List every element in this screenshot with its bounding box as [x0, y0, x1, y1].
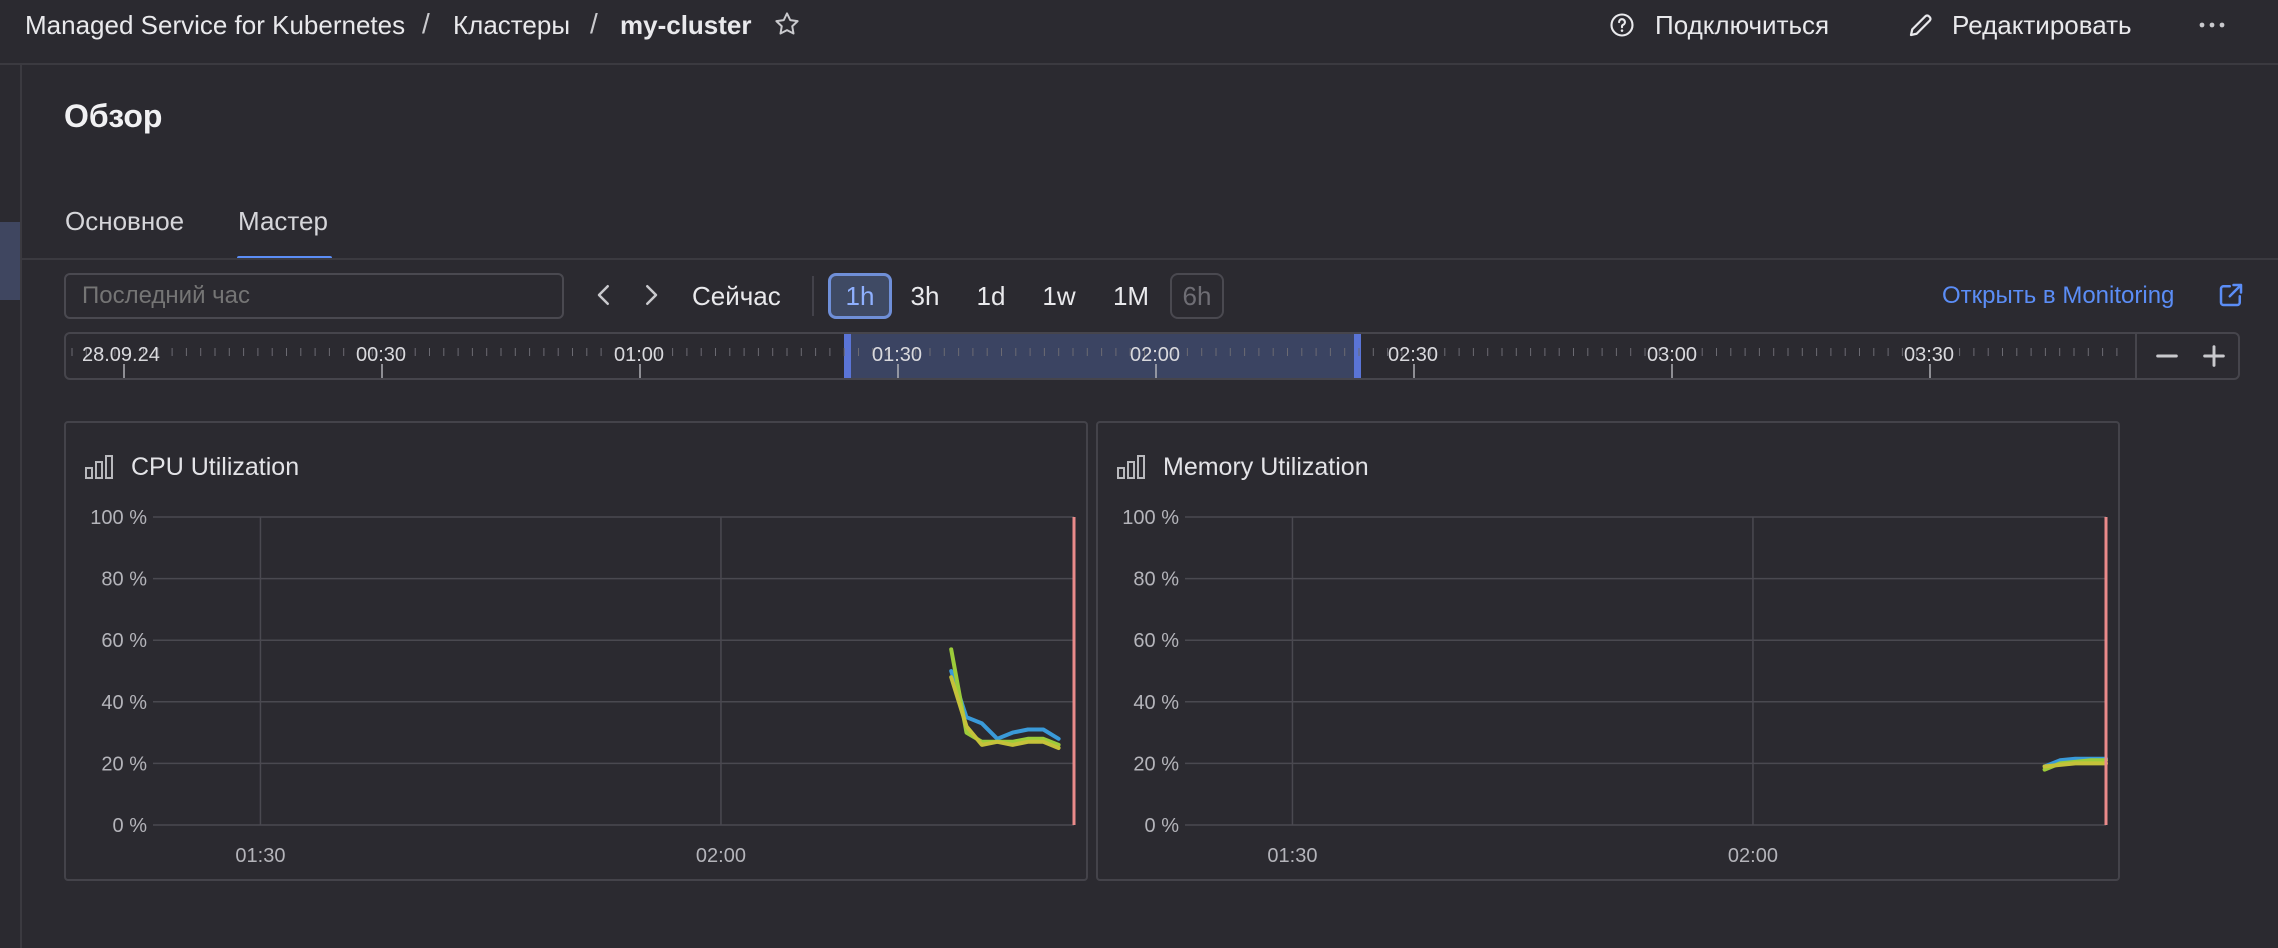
zoom-out-icon[interactable]	[2151, 340, 2183, 372]
left-rail	[0, 0, 22, 948]
y-tick-label: 80 %	[1133, 569, 1179, 591]
external-link-icon[interactable]	[2216, 280, 2246, 310]
zoom-in-icon[interactable]	[2198, 340, 2230, 372]
timeline-label: 00:30	[356, 344, 407, 366]
y-tick-label: 40 %	[101, 692, 147, 714]
memory-chart-title: Memory Utilization	[1163, 453, 1369, 481]
timeline-selection-handle-start[interactable]	[844, 334, 851, 378]
breadcrumb-service[interactable]: Managed Service for Kubernetes	[25, 10, 406, 40]
y-tick-label: 0 %	[1145, 815, 1180, 837]
timeline-strip[interactable]: 28.09.24 00:30 01:00 01:30 02:00 02:30 0…	[64, 332, 2240, 380]
x-tick-label: 01:30	[235, 845, 285, 867]
star-icon[interactable]	[772, 9, 802, 39]
toolbar-divider	[812, 276, 814, 316]
y-tick-label: 20 %	[101, 753, 147, 775]
timeline-label: 03:00	[1647, 344, 1698, 366]
x-tick-label: 02:00	[1728, 845, 1778, 867]
timeline-label: 03:30	[1904, 344, 1955, 366]
time-range-input[interactable]	[64, 273, 564, 319]
left-rail-active-marker[interactable]	[0, 222, 20, 300]
cpu-chart-plot[interactable]: 0 % 20 % 40 % 60 % 80 % 100 % 01:30 02:00	[66, 423, 1086, 879]
edit-button[interactable]: Редактировать	[1952, 10, 2132, 40]
timeline-selection-handle-end[interactable]	[1354, 334, 1361, 378]
y-tick-label: 60 %	[1133, 630, 1179, 652]
y-tick-label: 20 %	[1133, 753, 1179, 775]
x-tick-label: 01:30	[1267, 845, 1317, 867]
breadcrumb-current: my-cluster	[620, 10, 752, 40]
y-tick-label: 40 %	[1133, 692, 1179, 714]
timeline-label: 01:00	[614, 344, 665, 366]
bar-chart-icon	[1117, 455, 1145, 479]
zoom-1m-button[interactable]: 1M	[1112, 281, 1150, 311]
pencil-icon	[1909, 14, 1932, 37]
x-tick-label: 02:00	[696, 845, 746, 867]
breadcrumb-clusters[interactable]: Кластеры	[453, 10, 570, 40]
tab-basic[interactable]: Основное	[65, 206, 185, 236]
timeline-label: 02:30	[1388, 344, 1439, 366]
timeline-label: 01:30	[872, 344, 923, 366]
chevron-right-icon[interactable]	[636, 280, 666, 310]
y-tick-label: 60 %	[101, 630, 147, 652]
memory-chart-plot[interactable]: 0 % 20 % 40 % 60 % 80 % 100 % 01:30 02:00	[1098, 423, 2118, 879]
cpu-chart-card: CPU Utilization 0 % 20 % 40 % 60 % 80 % 100 %…	[64, 421, 1088, 881]
open-monitoring-link[interactable]: Открыть в Monitoring	[1942, 282, 2175, 309]
timeline-label: 02:00	[1130, 344, 1181, 366]
y-tick-label: 100 %	[1122, 507, 1179, 529]
zoom-1w-button[interactable]: 1w	[1042, 281, 1076, 311]
more-icon[interactable]	[2196, 12, 2228, 38]
y-tick-label: 80 %	[101, 569, 147, 591]
zoom-6h-button: 6h	[1170, 273, 1224, 319]
help-circle-icon	[1610, 13, 1634, 37]
page-title: Обзор	[64, 98, 163, 134]
zoom-3h-button[interactable]: 3h	[910, 281, 940, 311]
header: Managed Service for Kubernetes / Кластер…	[0, 0, 2278, 65]
y-tick-label: 0 %	[113, 815, 148, 837]
memory-chart-card: Memory Utilization 0 % 20 % 40 % 60 % 80 % 10…	[1096, 421, 2120, 881]
timeline-label: 28.09.24	[82, 344, 160, 366]
chevron-left-icon[interactable]	[589, 280, 619, 310]
connect-button[interactable]: Подключиться	[1655, 10, 1830, 40]
y-tick-label: 100 %	[90, 507, 147, 529]
series-line-3	[2042, 761, 2108, 769]
series-line-1	[949, 669, 1061, 741]
timeline-controls-divider	[2135, 334, 2137, 378]
zoom-1h-button[interactable]: 1h	[828, 273, 892, 319]
series-line-3	[949, 675, 1061, 750]
zoom-1d-button[interactable]: 1d	[976, 281, 1006, 311]
now-button[interactable]: Сейчас	[692, 281, 781, 311]
breadcrumb-separator: /	[422, 8, 430, 39]
bar-chart-icon	[85, 455, 113, 479]
cpu-chart-title: CPU Utilization	[131, 453, 300, 481]
tab-master[interactable]: Мастер	[238, 206, 328, 236]
tabs-divider	[22, 258, 2278, 260]
breadcrumb-separator: /	[590, 8, 598, 39]
timeline-ticks	[71, 348, 2118, 378]
